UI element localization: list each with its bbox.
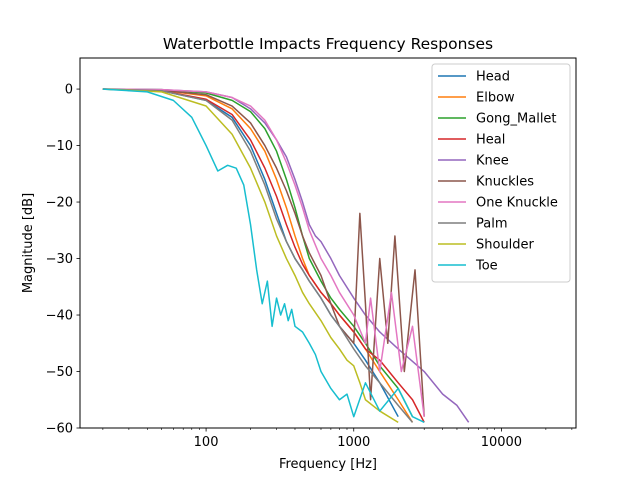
- series-line-knee: [102, 88, 470, 423]
- legend-box: [431, 63, 571, 283]
- y-tick-label: 0: [65, 83, 73, 98]
- y-tick-label: −30: [46, 252, 73, 267]
- legend-label: Elbow: [476, 91, 515, 106]
- y-tick-label: −60: [46, 422, 73, 437]
- series-line-palm: [102, 88, 414, 423]
- chart-title: Waterbottle Impacts Frequency Responses: [163, 35, 493, 53]
- legend: Head Elbow Gong_Mallet Heal Knee Knuckles One …: [431, 63, 571, 283]
- legend-label: Heal: [476, 133, 505, 148]
- legend-label: One Knuckle: [476, 196, 558, 211]
- plot-frame: [79, 57, 577, 429]
- plot-lines: [102, 88, 470, 424]
- y-tick-label: −20: [46, 196, 73, 211]
- y-tick-label: −50: [46, 365, 73, 380]
- x-axis-label: Frequency [Hz]: [279, 457, 377, 472]
- x-tick-label: 100: [194, 435, 219, 450]
- legend-label: Head: [476, 70, 510, 85]
- series-line-one-knuckle: [102, 88, 425, 417]
- x-tick-label: 1000: [337, 435, 370, 450]
- series-line-toe: [102, 88, 425, 424]
- x-axis: 100 1000 10000: [102, 428, 573, 450]
- y-axis: 0 −10 −20 −30 −40 −50 −60: [46, 83, 80, 437]
- y-tick-label: −40: [46, 309, 73, 324]
- series-line-knuckles: [102, 88, 425, 417]
- x-tick-label: 10000: [481, 435, 522, 450]
- legend-label: Palm: [476, 217, 508, 232]
- legend-label: Knee: [476, 154, 509, 169]
- legend-label: Knuckles: [476, 175, 534, 190]
- legend-label: Gong_Mallet: [476, 112, 557, 127]
- y-axis-label: Magnitude [dB]: [21, 193, 36, 293]
- series-line-shoulder: [102, 88, 399, 423]
- legend-label: Shoulder: [476, 238, 535, 253]
- legend-label: Toe: [475, 259, 498, 274]
- y-tick-label: −10: [46, 139, 73, 154]
